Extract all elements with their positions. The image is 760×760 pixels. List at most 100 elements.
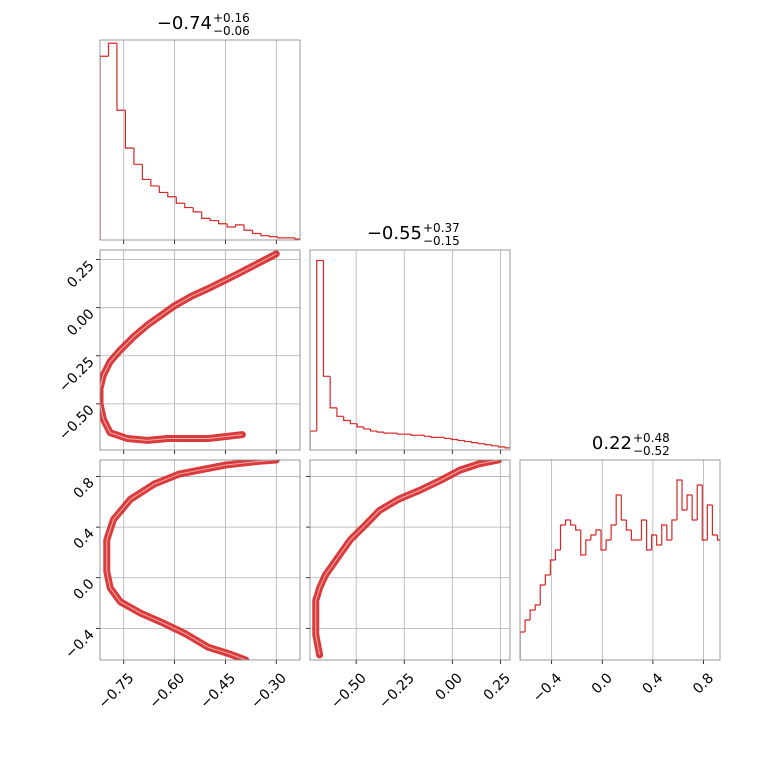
- histogram-bin: [539, 584, 546, 605]
- histogram-bin: [410, 434, 418, 436]
- panel: [310, 460, 510, 660]
- histogram-bin: [369, 428, 378, 432]
- panel: [100, 40, 300, 240]
- title-upper: +0.16: [213, 11, 250, 25]
- panel-title: −0.74: [157, 13, 212, 34]
- x-tick-label: −0.75: [96, 670, 138, 712]
- panel-frame: [99, 39, 301, 241]
- histogram-bin: [605, 539, 612, 550]
- histogram-bin: [676, 479, 683, 520]
- histogram-bin: [376, 431, 385, 433]
- histogram-bin: [600, 530, 607, 551]
- histogram-bin: [716, 535, 720, 541]
- histogram-bin: [661, 524, 667, 545]
- histogram-bin: [150, 179, 160, 187]
- histogram-bin: [167, 192, 177, 198]
- y-tick-label: −0.50: [56, 402, 98, 444]
- histogram-bin: [520, 631, 526, 660]
- histogram-bin: [529, 609, 536, 620]
- histogram-bin: [491, 444, 499, 447]
- histogram-bin: [645, 520, 652, 551]
- histogram-bin: [484, 443, 492, 446]
- y-tick-label: −0.4: [62, 627, 97, 662]
- histogram-bin: [666, 525, 672, 541]
- histogram-bin: [549, 559, 556, 575]
- histogram-bin: [590, 534, 596, 540]
- y-tick-label: 0.25: [64, 258, 97, 291]
- y-tick-label: 0.00: [64, 306, 97, 339]
- histogram-bin: [564, 519, 571, 525]
- histogram-bin: [444, 437, 452, 440]
- x-tick-label: 0.8: [690, 670, 717, 697]
- panel-frame: [99, 249, 301, 451]
- histogram-bin: [310, 430, 317, 450]
- histogram-bin: [595, 529, 602, 535]
- histogram-bin: [706, 504, 713, 540]
- histogram-bin: [343, 416, 351, 422]
- x-tick-label: −0.4: [530, 670, 565, 705]
- histogram-bin: [430, 436, 438, 438]
- panel-title: 0.22: [592, 433, 632, 454]
- x-tick-label: 0.0: [589, 670, 616, 697]
- histogram-bin: [251, 230, 262, 235]
- panel-title: −0.55: [367, 223, 422, 244]
- histogram-bin: [175, 196, 185, 204]
- histogram-bin: [268, 235, 278, 238]
- panel-frame: [99, 459, 301, 661]
- y-tick-label: 0.0: [71, 576, 98, 603]
- histogram-bin: [477, 442, 485, 445]
- histogram-bin: [534, 604, 541, 610]
- title-upper: +0.48: [633, 431, 670, 445]
- histogram-bin: [497, 445, 506, 448]
- histogram-bin: [329, 376, 337, 409]
- histogram-bin: [504, 446, 510, 449]
- histogram-bin: [651, 534, 657, 550]
- panel: [100, 250, 300, 450]
- histogram-bin: [524, 619, 531, 632]
- sample-core: [315, 460, 499, 656]
- sample-band: [103, 460, 280, 660]
- histogram-bin: [696, 484, 703, 520]
- sample-band: [100, 250, 280, 444]
- histogram-bin: [133, 148, 143, 165]
- histogram-bin: [260, 233, 270, 237]
- histogram-bin: [464, 440, 472, 443]
- histogram-bin: [201, 211, 211, 219]
- x-tick-label: −0.25: [376, 670, 418, 712]
- histogram-bin: [575, 525, 581, 531]
- title-lower: −0.15: [423, 234, 460, 248]
- x-tick-label: 0.4: [639, 670, 666, 697]
- title-upper: +0.37: [423, 221, 460, 235]
- histogram-bin: [349, 420, 358, 425]
- histogram-bin: [701, 485, 708, 541]
- sample-band: [312, 460, 502, 659]
- histogram-bin: [559, 524, 566, 550]
- histogram-bin: [711, 505, 718, 536]
- histogram-bin: [116, 43, 126, 111]
- panel: [100, 460, 300, 660]
- histogram-bin: [610, 524, 617, 540]
- histogram-bin: [322, 260, 331, 377]
- histogram-bin: [243, 224, 253, 231]
- histogram-bin: [615, 494, 622, 525]
- histogram-bin: [363, 426, 371, 430]
- histogram-bin: [192, 207, 202, 213]
- histogram-bin: [640, 519, 647, 540]
- title-lower: −0.52: [633, 444, 670, 458]
- histogram-bin: [570, 520, 576, 526]
- histogram-bin: [336, 407, 344, 417]
- x-tick-label: 0.25: [481, 670, 514, 703]
- x-tick-label: 0.00: [433, 670, 466, 703]
- histogram-bin: [226, 223, 236, 228]
- panel-frame: [519, 459, 721, 661]
- histogram-bin: [686, 494, 693, 510]
- y-tick-label: −0.25: [56, 354, 98, 396]
- histogram-bin: [423, 435, 432, 437]
- histogram-bin: [209, 218, 219, 222]
- histogram-bin: [294, 237, 300, 240]
- histogram-bin: [457, 439, 465, 442]
- histogram-bin: [671, 519, 677, 540]
- histogram-bin: [218, 220, 228, 225]
- histogram-bin: [356, 423, 364, 428]
